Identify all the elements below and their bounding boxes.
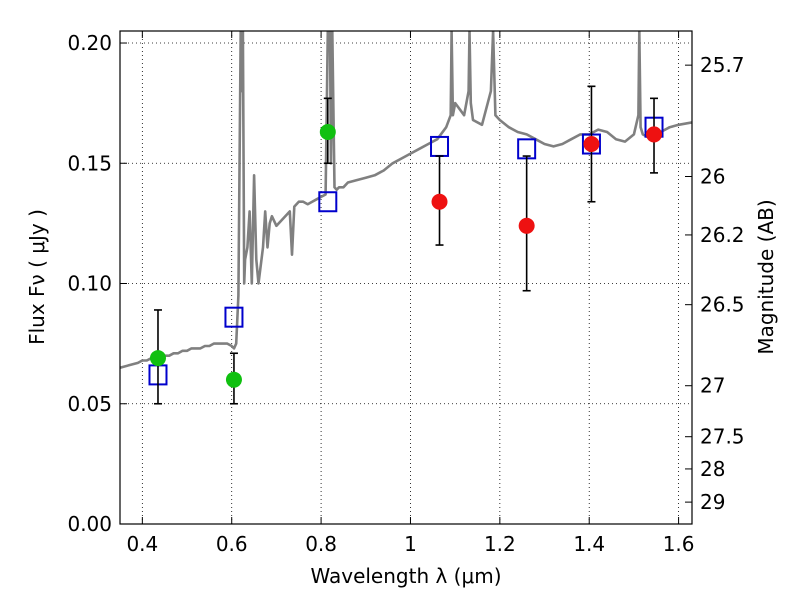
x-axis-label: Wavelength λ (μm) (310, 564, 501, 588)
right-tick-label: 29 (700, 490, 725, 514)
markers (148, 85, 664, 405)
x-tick-label: 0.4 (126, 532, 158, 556)
right-tick-label: 28 (700, 457, 725, 481)
observed-point (225, 371, 242, 388)
plot-area (120, 31, 692, 369)
observed-point (431, 193, 448, 210)
right-tick-label: 25.7 (700, 53, 745, 77)
y-tick-label: 0.20 (67, 31, 112, 55)
observed-point (646, 126, 663, 143)
y-tick-label: 0.00 (67, 512, 112, 536)
grid-lines (120, 31, 692, 524)
plot-frame (119, 30, 693, 525)
right-axis-label: Magnitude (AB) (754, 199, 778, 354)
model-photometry-square (224, 306, 244, 328)
x-tick-label: 0.8 (305, 532, 337, 556)
model-spectrum-line (120, 31, 692, 369)
observed-point (583, 136, 600, 153)
right-tick-label: 27 (700, 374, 725, 398)
observed-point (149, 350, 166, 367)
observed-point (518, 217, 535, 234)
right-tick-label: 26 (700, 164, 725, 188)
right-tick-label: 26.2 (700, 223, 745, 247)
x-tick-label: 1.2 (484, 532, 516, 556)
x-tick-label: 0.6 (216, 532, 248, 556)
y-axis-label: Flux Fν ( μJy ) (25, 209, 49, 345)
y-tick-label: 0.05 (67, 392, 112, 416)
right-tick-label: 26.5 (700, 293, 745, 317)
axis-ticks: 0.4 0.6 0.8 1 1.2 1.4 1.6 0.00 0.05 0.10 0.15 0.20 2… (67, 31, 745, 556)
x-tick-label: 1.6 (663, 532, 695, 556)
x-tick-label: 1 (404, 532, 417, 556)
right-tick-label: 27.5 (700, 425, 745, 449)
x-tick-label: 1.4 (573, 532, 605, 556)
model-photometry-square (318, 191, 338, 213)
y-tick-label: 0.15 (67, 151, 112, 175)
observed-point (319, 124, 336, 141)
y-tick-label: 0.10 (67, 272, 112, 296)
